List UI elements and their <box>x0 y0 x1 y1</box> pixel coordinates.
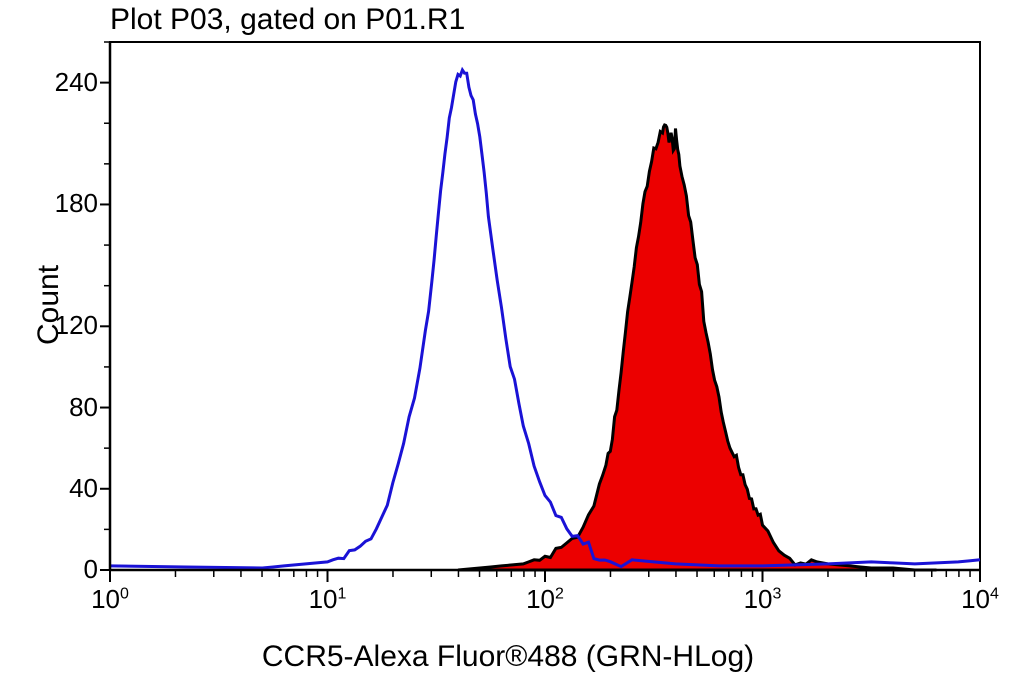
y-tick-label: 0 <box>40 554 98 585</box>
y-tick-label: 240 <box>40 67 98 98</box>
x-tick-label: 100 <box>80 584 140 615</box>
x-tick-label: 101 <box>298 584 358 615</box>
x-tick-label: 102 <box>515 584 575 615</box>
y-tick-label: 40 <box>40 473 98 504</box>
y-tick-label: 120 <box>40 310 98 341</box>
y-tick-label: 80 <box>40 392 98 423</box>
x-tick-label: 103 <box>733 584 793 615</box>
x-tick-label: 104 <box>950 584 1010 615</box>
flow-histogram <box>0 0 1016 683</box>
chart-container: Plot P03, gated on P01.R1 Count CCR5-Ale… <box>0 0 1016 683</box>
y-tick-label: 180 <box>40 188 98 219</box>
